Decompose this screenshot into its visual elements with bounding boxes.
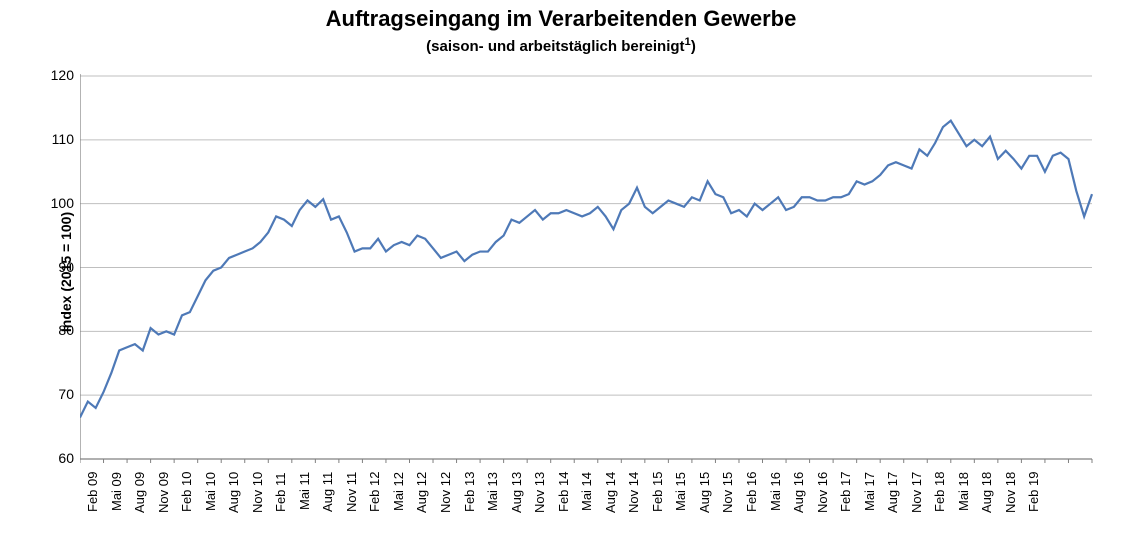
x-tick-label: Aug 17 (885, 472, 900, 513)
x-tick-label: Mai 09 (109, 472, 124, 511)
x-tick-label: Nov 17 (909, 472, 924, 513)
x-tick-label: Nov 16 (815, 472, 830, 513)
x-tick-label: Aug 09 (132, 472, 147, 513)
x-tick-label: Aug 14 (603, 472, 618, 513)
x-tick-label: Aug 16 (791, 472, 806, 513)
x-tick-label: Nov 10 (250, 472, 265, 513)
x-tick-label: Feb 15 (650, 472, 665, 512)
x-tick-label: Mai 15 (673, 472, 688, 511)
x-tick-label: Mai 13 (485, 472, 500, 511)
x-tick-label: Mai 14 (579, 472, 594, 511)
x-tick-label: Aug 13 (509, 472, 524, 513)
x-tick-label: Aug 18 (979, 472, 994, 513)
chart-container: Auftragseingang im Verarbeitenden Gewerb… (0, 0, 1122, 543)
chart-subtitle: (saison- und arbeitstäglich bereinigt1) (0, 36, 1122, 55)
x-tick-label: Mai 18 (956, 472, 971, 511)
x-tick-label: Mai 17 (862, 472, 877, 511)
x-tick-label: Mai 10 (203, 472, 218, 511)
y-tick-label: 100 (38, 195, 74, 211)
x-tick-label: Feb 19 (1026, 472, 1041, 512)
x-tick-label: Aug 15 (697, 472, 712, 513)
x-tick-label: Nov 15 (720, 472, 735, 513)
x-tick-labels: Feb 09 Mai 09 Aug 09 Nov 09 Feb 10 Mai 10 Aug … (80, 468, 1100, 538)
y-tick-label: 60 (38, 450, 74, 466)
x-tick-label: Feb 18 (932, 472, 947, 512)
x-tick-label: Mai 11 (297, 472, 312, 510)
x-tick-label: Feb 12 (367, 472, 382, 512)
x-tick-label: Nov 12 (438, 472, 453, 513)
chart-svg (80, 70, 1100, 465)
x-tick-label: Feb 17 (838, 472, 853, 512)
y-tick-label: 120 (38, 67, 74, 83)
x-tick-label: Mai 12 (391, 472, 406, 511)
x-tick-label: Feb 14 (556, 472, 571, 512)
x-tick-label: Aug 10 (226, 472, 241, 513)
x-tick-label: Nov 14 (626, 472, 641, 513)
x-tick-label: Feb 11 (273, 472, 288, 512)
y-tick-label: 80 (38, 322, 74, 338)
x-tick-label: Nov 13 (532, 472, 547, 513)
plot-area (80, 70, 1100, 465)
x-tick-label: Feb 09 (85, 472, 100, 512)
x-tick-label: Nov 11 (344, 472, 359, 512)
x-tick-label: Nov 09 (156, 472, 171, 513)
chart-title: Auftragseingang im Verarbeitenden Gewerb… (0, 6, 1122, 32)
y-tick-label: 90 (38, 259, 74, 275)
x-tick-label: Aug 11 (320, 472, 335, 512)
x-tick-label: Mai 16 (768, 472, 783, 511)
x-tick-label: Nov 18 (1003, 472, 1018, 513)
x-tick-label: Aug 12 (414, 472, 429, 513)
x-tick-label: Feb 13 (462, 472, 477, 512)
series-line (80, 121, 1092, 418)
x-tick-label: Feb 16 (744, 472, 759, 512)
y-tick-label: 110 (38, 131, 74, 147)
x-tick-label: Feb 10 (179, 472, 194, 512)
y-tick-label: 70 (38, 386, 74, 402)
